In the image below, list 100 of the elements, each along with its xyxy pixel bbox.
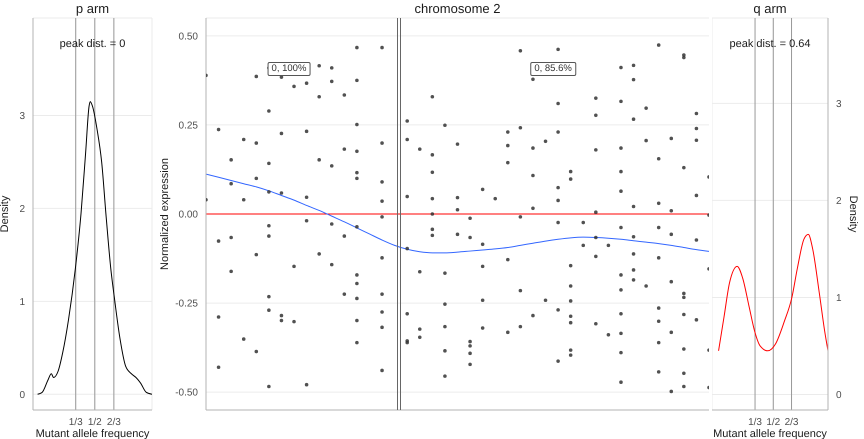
- point: [355, 176, 359, 180]
- point: [229, 270, 233, 274]
- annotation: peak dist. = 0.64: [728, 38, 812, 50]
- point: [568, 353, 572, 357]
- point: [644, 284, 648, 288]
- y-tick-label: 0: [19, 390, 26, 401]
- point: [568, 284, 572, 288]
- x-tick-label: 1/2: [88, 417, 102, 428]
- point: [619, 170, 623, 174]
- point: [280, 314, 284, 318]
- point: [468, 344, 472, 348]
- x-tick-label: 2/3: [784, 417, 799, 428]
- chart-title: q arm: [752, 0, 788, 18]
- point: [304, 218, 308, 223]
- point: [656, 306, 660, 310]
- point: [632, 278, 636, 282]
- point: [304, 130, 308, 134]
- point: [342, 234, 346, 238]
- point: [267, 234, 271, 238]
- point: [267, 308, 271, 312]
- point: [568, 320, 572, 324]
- point: [656, 156, 660, 161]
- point: [480, 264, 484, 268]
- x-axis-title: Mutant allele frequency: [713, 428, 828, 439]
- point: [518, 215, 522, 219]
- point: [304, 81, 308, 85]
- point: [556, 48, 560, 52]
- point: [292, 320, 296, 324]
- point: [568, 314, 572, 318]
- point: [568, 264, 572, 268]
- point: [342, 292, 346, 296]
- point: [556, 130, 560, 134]
- point: [568, 177, 572, 181]
- point: [594, 254, 598, 258]
- point: [380, 141, 384, 145]
- point: [292, 84, 296, 88]
- point: [656, 319, 660, 324]
- point: [468, 340, 472, 344]
- point: [619, 332, 623, 336]
- point: [506, 258, 510, 262]
- point: [632, 252, 636, 256]
- point: [267, 384, 271, 388]
- point: [619, 288, 623, 292]
- y-axis-title: Normalized expression: [158, 158, 171, 270]
- point: [380, 256, 384, 260]
- point: [430, 94, 434, 99]
- point: [342, 147, 346, 151]
- point: [242, 138, 246, 142]
- point: [317, 64, 321, 68]
- y2-axis-title: Density: [847, 196, 860, 233]
- y2-tick-label: 2: [836, 196, 842, 207]
- y2-tick-label: 3: [836, 98, 842, 110]
- point: [682, 312, 686, 316]
- point: [656, 256, 660, 260]
- x-tick-label: 2/3: [106, 417, 122, 428]
- point: [330, 262, 334, 266]
- y-tick-label: 0.50: [178, 31, 198, 42]
- line-series: [37, 101, 152, 395]
- point: [355, 122, 359, 126]
- point: [418, 327, 422, 331]
- point: [656, 340, 660, 344]
- point: [355, 170, 359, 174]
- point: [594, 96, 598, 100]
- y-axis-title: Density: [0, 195, 11, 232]
- point: [254, 252, 258, 256]
- point: [468, 216, 472, 220]
- point: [267, 109, 271, 113]
- y-tick-label: 3: [19, 111, 26, 122]
- point: [380, 46, 384, 50]
- point: [418, 147, 422, 151]
- point: [216, 128, 220, 132]
- point: [506, 160, 510, 164]
- point: [430, 196, 434, 200]
- point: [531, 174, 535, 178]
- point: [229, 158, 233, 162]
- point: [581, 220, 586, 224]
- point: [682, 292, 686, 296]
- point: [544, 298, 548, 302]
- point: [619, 273, 623, 277]
- point: [330, 164, 334, 168]
- point: [556, 102, 560, 106]
- point: [443, 123, 447, 128]
- chart-title: chromosome 2: [414, 0, 502, 18]
- point: [380, 292, 384, 296]
- point: [456, 142, 460, 146]
- point: [468, 352, 472, 356]
- point: [443, 271, 447, 275]
- point: [682, 166, 686, 170]
- point: [556, 308, 560, 312]
- point: [342, 93, 346, 97]
- point: [267, 224, 271, 228]
- point: [594, 210, 598, 214]
- point: [632, 64, 636, 68]
- point: [480, 326, 484, 330]
- point: [544, 140, 548, 144]
- y-tick-label: 2: [19, 204, 26, 215]
- y-tick-label: -0.25: [175, 298, 198, 310]
- point: [355, 150, 359, 154]
- point: [304, 382, 308, 386]
- point: [531, 146, 535, 150]
